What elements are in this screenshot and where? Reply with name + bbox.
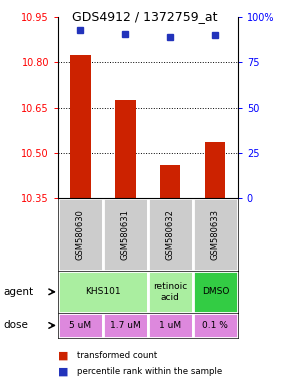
Bar (103, 313, 148, 338)
Bar (103, 198, 148, 271)
Bar (58, 313, 103, 338)
Text: GSM580630: GSM580630 (76, 209, 85, 260)
Bar (115, 100, 135, 198)
Bar (148, 313, 193, 338)
Text: GSM580631: GSM580631 (121, 209, 130, 260)
Text: GSM580632: GSM580632 (166, 209, 175, 260)
Text: 5 uM: 5 uM (69, 321, 92, 330)
Text: 1 uM: 1 uM (159, 321, 182, 330)
Text: 0.1 %: 0.1 % (202, 321, 228, 330)
Text: DMSO: DMSO (202, 287, 229, 296)
Text: KHS101: KHS101 (85, 287, 121, 296)
Text: transformed count: transformed count (77, 351, 157, 360)
Text: agent: agent (3, 287, 33, 297)
Text: retinoic
acid: retinoic acid (153, 282, 188, 301)
Bar (148, 198, 193, 271)
Bar (160, 165, 180, 198)
Bar (193, 198, 238, 271)
Bar (70, 55, 90, 198)
Text: ■: ■ (58, 367, 68, 377)
Text: dose: dose (3, 320, 28, 331)
Text: percentile rank within the sample: percentile rank within the sample (77, 367, 222, 376)
Text: 1.7 uM: 1.7 uM (110, 321, 141, 330)
Bar (148, 271, 193, 313)
Bar (193, 313, 238, 338)
Text: GSM580633: GSM580633 (211, 209, 220, 260)
Bar (193, 271, 238, 313)
Bar (205, 142, 225, 198)
Bar (58, 271, 148, 313)
Text: ■: ■ (58, 350, 68, 360)
Bar (58, 198, 103, 271)
Text: GDS4912 / 1372759_at: GDS4912 / 1372759_at (72, 10, 218, 23)
